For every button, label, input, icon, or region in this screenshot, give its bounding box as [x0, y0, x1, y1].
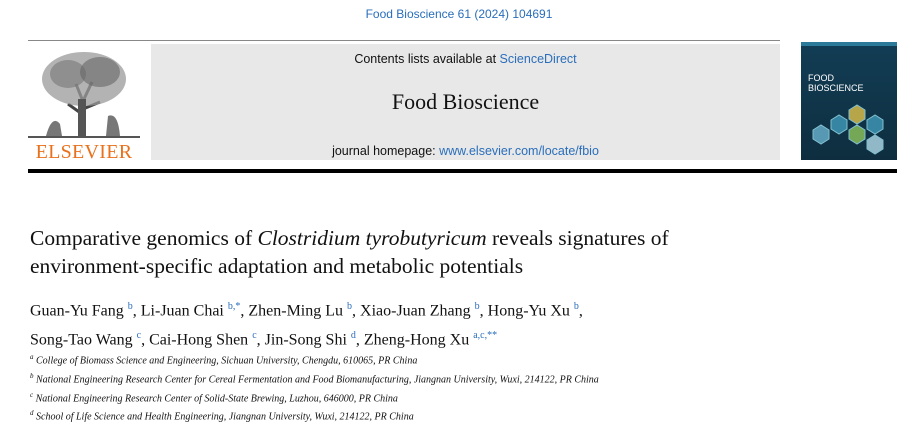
cover-line: FOOD — [808, 73, 834, 83]
cover-title: FOOD BIOSCIENCE — [808, 73, 864, 93]
title-part: Comparative genomics of — [30, 226, 253, 250]
author-affiliation-ref[interactable]: b — [474, 301, 480, 312]
author-affiliation-ref[interactable]: d — [350, 330, 356, 342]
author-name: Guan-Yu Fang — [30, 302, 124, 320]
author-affiliation-ref[interactable]: b — [127, 301, 133, 312]
author-separator: , — [479, 302, 484, 320]
publisher-logo — [28, 44, 140, 140]
author-name: Hong-Yu Xu — [487, 302, 570, 320]
affiliation-text: School of Life Science and Health Engine… — [36, 411, 414, 423]
title-line: environment-specific adaptation and meta… — [30, 252, 669, 280]
author-name: Zheng-Hong Xu — [363, 331, 470, 349]
affiliation: b National Engineering Research Center f… — [30, 369, 599, 388]
title-part: reveals signatures of — [492, 226, 669, 250]
author-name: Xiao-Juan Zhang — [360, 302, 471, 320]
affiliation: a College of Biomass Science and Enginee… — [30, 350, 599, 369]
affiliation: d School of Life Science and Health Engi… — [30, 406, 599, 425]
rule — [28, 40, 780, 41]
contents-line: Contents lists available at ScienceDirec… — [151, 52, 780, 66]
title-part: Clostridium tyrobutyricum — [257, 226, 487, 250]
author-affiliation-ref[interactable]: b — [347, 301, 353, 312]
affiliation-label: c — [30, 390, 34, 399]
page: Food Bioscience 61 (2024) 104691 ELSEVIE… — [28, 7, 897, 423]
affiliation-text: National Engineering Research Center for… — [36, 374, 599, 386]
cover-line: BIOSCIENCE — [808, 83, 864, 93]
author-affiliation-ref[interactable]: b — [573, 301, 579, 312]
title-line: Comparative genomics of Clostridium tyro… — [30, 224, 669, 252]
affiliation-label: a — [30, 353, 34, 361]
author-affiliation-ref[interactable]: c — [136, 330, 142, 342]
author-list: Guan-Yu Fang b, Li-Juan Chai b,*, Zhen-M… — [30, 294, 583, 353]
homepage-link[interactable]: www.elsevier.com/locate/fbio — [439, 144, 599, 158]
publisher-name[interactable]: ELSEVIER — [35, 141, 133, 163]
author-line: Guan-Yu Fang b, Li-Juan Chai b,*, Zhen-M… — [30, 294, 583, 323]
article-title: Comparative genomics of Clostridium tyro… — [30, 224, 669, 280]
author-separator: , — [132, 302, 137, 320]
homepage-prefix: journal homepage: — [332, 144, 436, 158]
author-separator: , — [355, 331, 360, 349]
sciencedirect-link[interactable]: ScienceDirect — [499, 52, 577, 66]
affiliation-label: d — [30, 409, 34, 418]
affiliation-text: College of Biomass Science and Engineeri… — [36, 355, 418, 367]
author-name: Cai-Hong Shen — [149, 331, 249, 349]
affiliation-list: a College of Biomass Science and Enginee… — [30, 350, 599, 425]
author-line: Song-Tao Wang c, Cai-Hong Shen c, Jin-So… — [30, 323, 583, 352]
author-name: Zhen-Ming Lu — [248, 302, 344, 320]
author-separator: , — [141, 331, 146, 349]
contents-prefix: Contents lists available at — [354, 52, 497, 66]
journal-banner — [151, 44, 780, 160]
title-part: environment-specific adaptation and meta… — [30, 254, 524, 278]
journal-cover[interactable] — [801, 42, 897, 160]
affiliation: c National Engineering Research Center o… — [30, 388, 599, 407]
affiliation-text: National Engineering Research Center of … — [35, 392, 398, 404]
author-separator: , — [256, 331, 261, 349]
author-separator: , — [240, 302, 245, 320]
homepage-line: journal homepage: www.elsevier.com/locat… — [151, 144, 780, 158]
citation[interactable]: Food Bioscience 61 (2024) 104691 — [365, 7, 553, 21]
affiliation-label: b — [30, 371, 34, 380]
author-separator: , — [578, 302, 583, 320]
author-name: Song-Tao Wang — [30, 331, 133, 349]
author-separator: , — [352, 302, 357, 320]
author-name: Li-Juan Chai — [140, 302, 224, 320]
rule — [28, 169, 897, 173]
journal-name: Food Bioscience — [391, 89, 540, 114]
author-name: Jin-Song Shi — [264, 331, 347, 349]
author-affiliation-ref[interactable]: b,* — [227, 301, 241, 312]
author-affiliation-ref[interactable]: a,c,** — [473, 330, 498, 342]
author-affiliation-ref[interactable]: c — [252, 330, 257, 342]
